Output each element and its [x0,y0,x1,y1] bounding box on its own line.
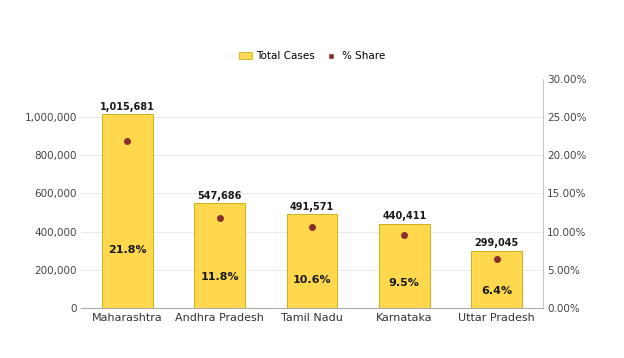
Bar [194,203,245,308]
Text: 21.8%: 21.8% [108,245,147,255]
Bar [286,214,338,308]
Text: 440,411: 440,411 [382,212,426,222]
Bar [379,224,430,308]
Bar [471,251,522,308]
Text: 1,015,681: 1,015,681 [100,102,155,112]
Text: 10.6%: 10.6% [293,275,331,285]
Text: 547,686: 547,686 [198,191,242,201]
Text: 9.5%: 9.5% [389,278,420,288]
Text: 11.8%: 11.8% [200,271,239,281]
Text: 299,045: 299,045 [474,238,519,248]
Legend: Total Cases, % Share: Total Cases, % Share [235,47,389,66]
Text: 491,571: 491,571 [290,202,334,212]
Bar [102,114,153,308]
Text: 6.4%: 6.4% [481,286,512,296]
Text: 60% of total cases are recorded only in 5 states: 60% of total cases are recorded only in … [95,23,529,38]
